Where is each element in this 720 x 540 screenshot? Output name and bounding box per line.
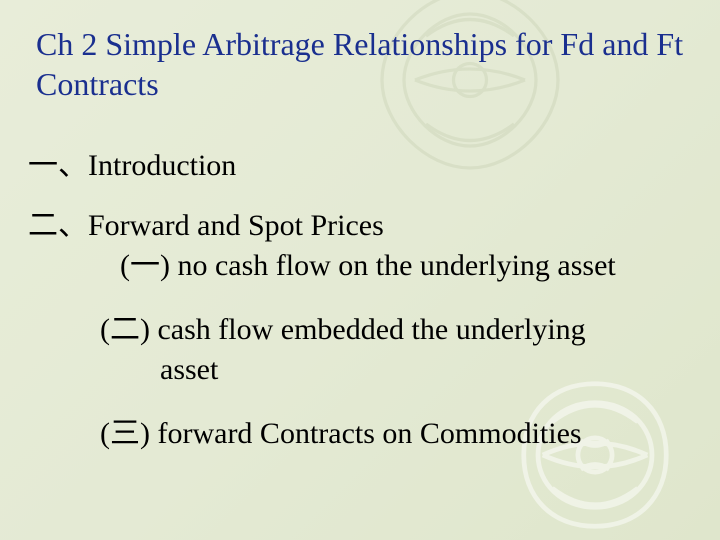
section-2-sub3: (三) forward Contracts on Commodities	[100, 413, 684, 455]
slide-container: Ch 2 Simple Arbitrage Relationships for …	[0, 0, 720, 540]
chapter-title: Ch 2 Simple Arbitrage Relationships for …	[36, 24, 684, 104]
section-2-forward-spot: 二、Forward and Spot Prices	[28, 204, 684, 248]
section-2-sub1: (一) no cash flow on the underlying asset	[120, 244, 684, 288]
section-1-intro: 一、Introduction	[28, 140, 684, 184]
section-2-sub2-line1: (二) cash flow embedded the underlying	[100, 309, 684, 351]
section-2-sub2-line2: asset	[160, 349, 684, 391]
